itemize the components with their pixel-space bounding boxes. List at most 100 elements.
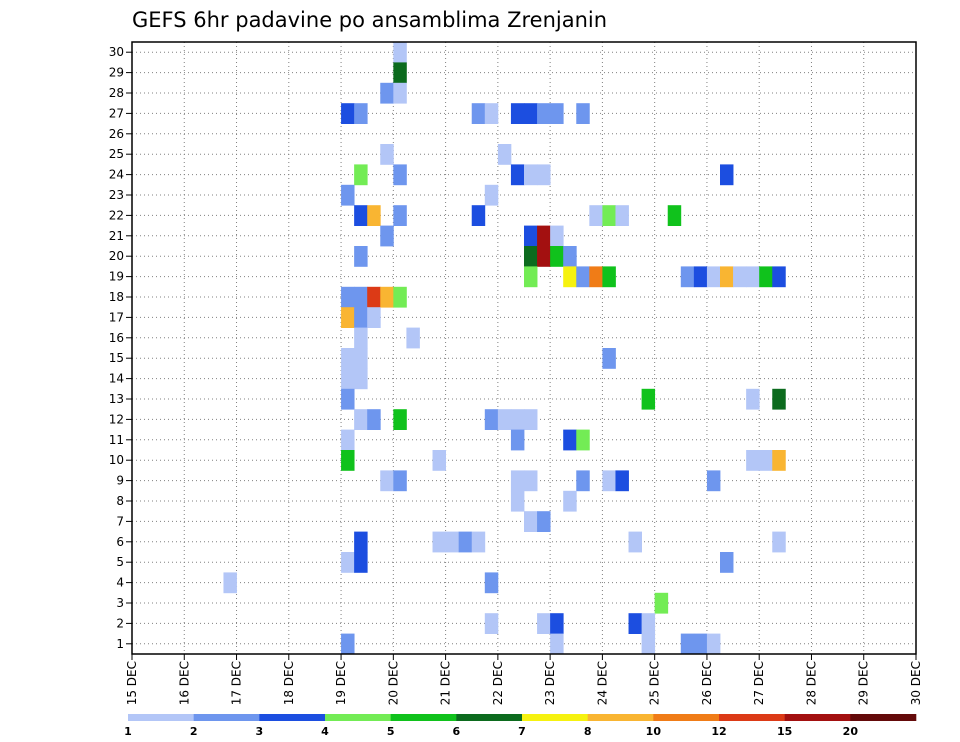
- heatmap-cell: [524, 225, 538, 247]
- y-tick-label: 29: [109, 66, 124, 80]
- heatmap-cell: [680, 266, 695, 288]
- y-tick-label: 26: [109, 127, 124, 141]
- heatmap-cell: [380, 225, 394, 247]
- colorbar-swatch: [719, 714, 785, 721]
- heatmap-cell: [720, 552, 734, 573]
- heatmap-cell: [615, 470, 629, 492]
- heatmap-cell: [484, 409, 499, 430]
- heatmap-cell: [602, 470, 616, 492]
- heatmap-cell: [693, 266, 708, 288]
- heatmap-cell: [759, 266, 773, 288]
- y-tick-label: 8: [116, 494, 124, 508]
- heatmap-cell: [393, 286, 407, 308]
- y-tick-label: 6: [116, 535, 124, 549]
- y-tick-label: 15: [109, 351, 124, 365]
- x-tick-label: 26 DEC: [700, 661, 714, 705]
- x-tick-label: 15 DEC: [125, 661, 139, 705]
- heatmap-cell: [524, 246, 538, 267]
- heatmap-cell: [380, 470, 394, 492]
- heatmap-cell: [354, 327, 368, 349]
- heatmap-cell: [393, 82, 407, 104]
- y-tick-label: 24: [109, 168, 124, 182]
- heatmap-cell: [746, 266, 760, 288]
- heatmap-cell: [510, 103, 525, 124]
- heatmap-cell: [393, 470, 407, 492]
- heatmap-cell: [563, 490, 577, 512]
- chart-title: GEFS 6hr padavine po ansamblima Zrenjani…: [132, 8, 607, 32]
- heatmap-cell: [471, 103, 486, 124]
- heatmap-cell: [524, 511, 538, 532]
- colorbar-swatch: [325, 714, 391, 721]
- heatmap-cell: [406, 327, 420, 349]
- heatmap-cell: [354, 205, 368, 226]
- heatmap-cell: [706, 266, 721, 288]
- heatmap-cell: [354, 409, 368, 430]
- heatmap-cell: [550, 225, 564, 247]
- y-tick-label: 12: [109, 412, 124, 426]
- colorbar-label: 15: [777, 725, 792, 738]
- heatmap-cell: [706, 633, 721, 655]
- heatmap-cell: [772, 450, 786, 471]
- heatmap-cell: [524, 266, 538, 288]
- heatmap-cell: [484, 184, 499, 206]
- y-tick-label: 18: [109, 290, 124, 304]
- heatmap-cell: [341, 450, 355, 471]
- heatmap-cell: [550, 103, 564, 124]
- colorbar-label: 6: [453, 725, 461, 738]
- colorbar-swatch: [128, 714, 194, 721]
- y-tick-label: 27: [109, 106, 124, 120]
- x-tick-label: 18 DEC: [282, 661, 296, 705]
- heatmap-cell: [341, 103, 355, 124]
- y-tick-label: 9: [116, 474, 124, 488]
- heatmap-cell: [772, 388, 786, 410]
- heatmap-cell: [484, 103, 499, 124]
- heatmap-cell: [380, 286, 394, 308]
- x-tick-label: 29 DEC: [857, 661, 871, 705]
- heatmap-cell: [537, 246, 551, 267]
- heatmap-cell: [354, 103, 368, 124]
- y-tick-label: 22: [109, 208, 124, 222]
- heatmap-cell: [706, 470, 721, 492]
- heatmap-cell: [341, 348, 355, 369]
- y-tick-label: 10: [109, 453, 124, 467]
- heatmap-cell: [772, 531, 786, 553]
- heatmap-cell: [563, 246, 577, 267]
- heatmap-cell: [641, 388, 656, 410]
- heatmap-cell: [576, 103, 590, 124]
- heatmap-cell: [432, 450, 446, 471]
- heatmap-cell: [510, 470, 525, 492]
- heatmap-cell: [576, 470, 590, 492]
- heatmap-cell: [589, 205, 603, 226]
- heatmap-cell: [641, 613, 656, 634]
- colorbar-swatch: [587, 714, 654, 721]
- heatmap-cell: [393, 164, 407, 186]
- heatmap-cell: [393, 62, 407, 84]
- heatmap-cell: [497, 144, 512, 165]
- heatmap-cell: [341, 429, 355, 451]
- heatmap-cell: [367, 205, 381, 226]
- x-tick-label: 30 DEC: [909, 661, 923, 705]
- heatmap-cell: [367, 307, 381, 328]
- heatmap-cell: [654, 592, 669, 614]
- x-tick-label: 17 DEC: [230, 661, 244, 705]
- y-tick-label: 14: [109, 372, 124, 386]
- y-tick-label: 28: [109, 86, 124, 100]
- heatmap-cell: [510, 429, 525, 451]
- heatmap-cell: [354, 348, 368, 369]
- y-tick-label: 4: [116, 576, 124, 590]
- colorbar-swatch: [784, 714, 851, 721]
- heatmap-cell: [524, 164, 538, 186]
- heatmap-cell: [341, 368, 355, 390]
- y-tick-label: 5: [116, 555, 124, 569]
- heatmap-cell: [759, 450, 773, 471]
- heatmap-cell: [563, 266, 577, 288]
- y-tick-label: 16: [109, 331, 124, 345]
- heatmap-cell: [628, 531, 642, 553]
- heatmap-cell: [720, 266, 734, 288]
- colorbar-swatch: [390, 714, 457, 721]
- heatmap-cell: [393, 205, 407, 226]
- y-tick-label: 7: [116, 514, 124, 528]
- colorbar-swatch: [850, 714, 917, 721]
- colorbar-label: 4: [321, 725, 329, 738]
- colorbar-label: 20: [843, 725, 859, 738]
